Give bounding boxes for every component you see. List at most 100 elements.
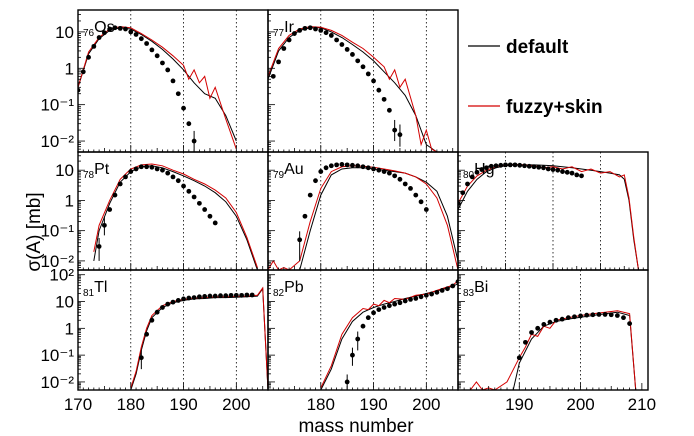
data-point-Os-190 [181,105,186,111]
x-axis-label: mass number [298,416,414,436]
data-point-Pb-204 [445,286,450,292]
data-point-Au-200 [423,207,429,212]
data-point-Au-189 [365,165,371,171]
panel-label-z-Pt: 78 [83,170,95,181]
data-point-Hg-184 [522,163,527,169]
data-point-Ir-180 [318,27,324,33]
y-tick-label-Tl-2: 1 [65,319,74,338]
data-point-Ir-174 [286,37,292,43]
panel-label-z-Tl: 81 [83,288,95,299]
data-point-Pt-182 [138,164,144,170]
data-point-Au-178 [307,192,313,198]
data-point-Ir-189 [365,71,371,77]
panel-Pt: 78Pt 10 1 10⁻¹ 10⁻² [40,151,269,271]
legend-label-default: default [506,37,569,58]
y-tick-label-Os-2: 1 [65,59,74,78]
panel-data-Hg [458,162,639,270]
data-point-Os-176 [107,26,113,32]
panel-label-element-Ir: Ir [284,19,294,36]
data-point-Hg-171 [460,190,466,196]
data-point-Os-178 [117,25,123,31]
panel-frame-Bi [457,269,649,391]
data-point-Os-179 [123,26,128,32]
data-point-Pb-205 [450,283,456,289]
data-point-Au-183 [334,162,340,168]
data-point-Au-181 [323,165,329,171]
data-point-Pb-193 [386,303,392,309]
data-point-Bi-196 [553,317,559,323]
data-point-Hg-173 [469,174,475,180]
data-point-Hg-175 [479,167,485,172]
data-point-Hg-189 [545,166,551,172]
data-point-Au-182 [328,163,334,169]
data-point-Ir-179 [313,26,318,32]
data-point-Os-171 [80,69,86,75]
data-point-Os-181 [133,32,139,37]
data-point-Os-185 [154,53,160,59]
data-point-Pb-196 [402,298,408,304]
data-point-Pb-199 [418,294,424,300]
data-point-Au-188 [360,164,366,170]
y-tick-label-Os-3: 10⁻¹ [40,96,74,115]
data-point-Os-188 [170,78,176,84]
data-point-Bi-200 [578,313,583,319]
data-point-Ir-173 [281,46,287,51]
x-tick-label-col2-200: 200 [566,395,594,414]
data-point-Bi-202 [590,312,596,318]
data-point-Pb-194 [392,301,398,307]
data-point-Ir-177 [302,25,308,31]
data-point-Tl-192 [191,295,197,301]
data-point-Bi-194 [541,322,547,327]
y-tick-label-Pt-1: 10 [55,161,74,180]
data-point-Bi-198 [565,315,571,321]
data-point-Tl-182 [138,355,144,361]
data-point-Hg-181 [507,162,513,168]
x-tick-label-col1-180: 180 [307,395,335,414]
data-point-Au-185 [344,162,350,168]
panel-label-Tl: 81Tl [83,279,107,299]
data-point-Os-189 [175,91,181,97]
y-tick-label-Pt-4: 10⁻² [40,252,74,271]
series-line-Ir-default [268,27,438,152]
data-point-Au-196 [402,181,408,187]
data-point-Pt-192 [191,194,197,200]
data-point-Au-197 [408,186,413,191]
data-point-Tl-196 [212,293,218,299]
panel-label-Au: 79Au [273,161,304,181]
panel-label-Bi: 83Bi [463,279,488,299]
data-point-Pt-193 [196,200,202,206]
panel-Pb: 82Pb [267,269,459,391]
data-point-Hg-188 [541,165,546,171]
data-point-Tl-197 [218,293,223,299]
data-point-Pt-174 [96,244,102,249]
x-tick-label-col1-200: 200 [412,395,440,414]
data-point-Bi-195 [547,319,553,325]
data-point-Ir-188 [360,64,366,70]
data-point-Tl-189 [175,298,181,303]
data-point-Ir-175 [291,31,297,36]
series-line-Hg-fuzzy-skin [458,163,639,270]
data-point-Pt-178 [117,181,123,187]
data-point-Os-186 [160,60,165,66]
panel-data-Bi [469,310,637,390]
series-line-Bi-fuzzy-skin [469,310,637,390]
x-tick-label-col0-180: 180 [117,395,145,414]
y-tick-label-Tl-3: 10⁻¹ [40,346,74,365]
legend-label-fuzzy-skin: fuzzy+skin [506,97,603,118]
data-point-Tl-183 [144,331,150,337]
panel-label-Os: 76Os [83,19,115,39]
data-point-Bi-190 [516,355,522,361]
data-point-Os-183 [144,41,150,46]
data-point-Pt-189 [175,178,181,184]
series-line-Tl-default [130,287,268,390]
x-tick-label-col2-210: 210 [628,395,656,414]
data-point-Ir-183 [334,37,340,43]
data-point-Pb-191 [376,307,382,312]
data-point-Bi-192 [529,330,534,335]
y-tick-label-Os-4: 10⁻² [40,132,74,151]
series-line-Hg-default [458,164,639,270]
data-point-Pt-194 [202,207,208,212]
panel-label-Pb: 82Pb [273,279,304,299]
data-point-Pb-203 [439,288,445,293]
